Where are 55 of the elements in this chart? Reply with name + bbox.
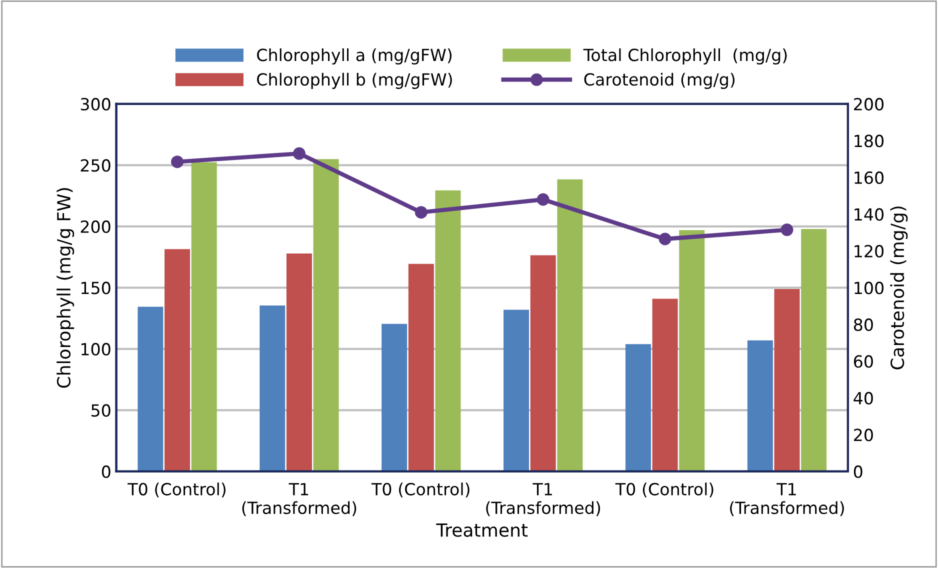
y2-tick-label: 20 xyxy=(854,428,873,442)
y2-tick-label: 60 xyxy=(854,355,873,368)
legend-label: Chlorophyll b (mg/gFW) xyxy=(257,72,452,89)
y2-tick-label: 100 xyxy=(854,282,884,294)
bar xyxy=(774,288,800,472)
y2-tick-label: 160 xyxy=(854,171,884,184)
bar xyxy=(260,306,286,472)
legend-label: Total Chlorophyll (mg/g) xyxy=(583,48,787,64)
point xyxy=(414,206,428,219)
bar xyxy=(382,324,408,472)
x-tick-label: T0 (Control) xyxy=(615,482,714,498)
bar xyxy=(408,264,434,472)
y-tick-label: 50 xyxy=(92,404,110,417)
bar xyxy=(313,159,339,472)
bar xyxy=(164,249,190,472)
y-tick-label: 300 xyxy=(80,98,110,111)
point xyxy=(658,232,672,246)
y2-tick-label: 80 xyxy=(854,318,873,332)
x-tick-label: T1 (Transformed) xyxy=(242,483,356,516)
bar xyxy=(557,179,583,472)
bar xyxy=(625,344,651,472)
y2-tick-label: 140 xyxy=(854,208,884,221)
y2-tick-label: 40 xyxy=(854,392,873,405)
y-tick-label: 200 xyxy=(80,220,110,234)
x-tick-label: T1 (Transformed) xyxy=(730,483,844,516)
bar xyxy=(801,228,827,472)
y2-tick-label: 180 xyxy=(854,134,884,148)
bar xyxy=(191,162,217,472)
x-tick-label: T0 (Control) xyxy=(371,482,470,498)
bar xyxy=(138,306,164,472)
y2-tick-label: 120 xyxy=(854,244,884,258)
legend-label: Carotenoid (mg/g) xyxy=(584,72,735,89)
point xyxy=(171,156,184,168)
legend-label: Chlorophyll a (mg/gFW) xyxy=(257,48,452,64)
y-tick-label: 100 xyxy=(81,342,110,356)
x-tick-label: T1 (Transformed) xyxy=(486,483,600,516)
bar xyxy=(747,340,773,472)
y-tick-label: 150 xyxy=(81,282,110,294)
y2-tick-label: 0 xyxy=(854,465,862,478)
y-axis-title: Chlorophyll (mg/g FW) xyxy=(56,188,74,388)
bar xyxy=(679,230,705,472)
bar xyxy=(286,253,312,472)
point xyxy=(292,147,306,160)
bar xyxy=(530,255,556,472)
point xyxy=(780,224,794,236)
point xyxy=(536,193,550,206)
x-tick-label: T0 (Control) xyxy=(128,482,226,498)
y2-axis-title: Carotenoid (mg/g) xyxy=(890,206,908,370)
bar xyxy=(435,190,461,472)
bar xyxy=(652,298,678,472)
y2-tick-label: 200 xyxy=(854,98,884,111)
x-axis-title: Treatment xyxy=(436,523,528,537)
y-tick-label: 250 xyxy=(80,159,110,172)
bar xyxy=(504,310,530,472)
y-tick-label: 0 xyxy=(102,465,110,478)
